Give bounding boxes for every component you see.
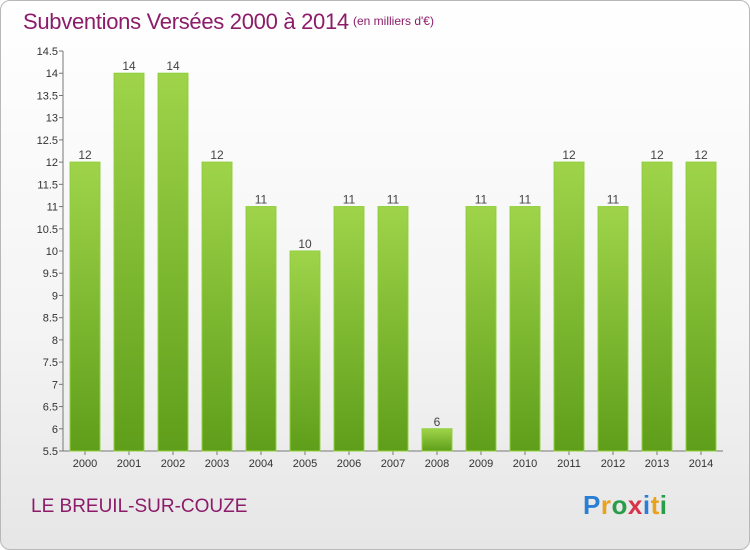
x-tick-label: 2005 — [293, 458, 317, 470]
value-label: 6 — [434, 415, 441, 429]
y-tick-label: 7 — [52, 379, 58, 391]
y-tick-label: 14 — [46, 68, 58, 80]
bar — [685, 161, 717, 452]
logo-letter: i — [642, 490, 651, 520]
bar — [69, 161, 101, 452]
logo-letter: P — [583, 490, 601, 520]
y-tick-label: 5.5 — [43, 446, 58, 458]
bar — [553, 161, 585, 452]
x-tick-label: 2006 — [337, 458, 361, 470]
x-tick-label: 2008 — [425, 458, 449, 470]
y-tick-label: 10 — [46, 246, 58, 258]
bar — [113, 72, 145, 452]
x-tick-label: 2001 — [117, 458, 141, 470]
x-tick-label: 2012 — [601, 458, 625, 470]
value-label: 12 — [650, 148, 664, 162]
bar — [465, 206, 497, 452]
value-label: 14 — [166, 59, 180, 73]
value-label: 11 — [343, 193, 356, 207]
logo-letter: t — [650, 490, 660, 520]
bar — [201, 161, 233, 452]
value-label: 12 — [210, 148, 224, 162]
x-tick-label: 2010 — [513, 458, 537, 470]
y-tick-label: 13 — [46, 113, 58, 125]
value-label: 12 — [78, 148, 92, 162]
y-tick-label: 8.5 — [43, 313, 58, 325]
logo-letter: x — [627, 490, 643, 520]
x-tick-label: 2011 — [557, 458, 581, 470]
bar — [421, 428, 453, 452]
proxiti-logo: Proxiti — [583, 490, 667, 521]
bar — [597, 206, 629, 452]
logo-letter: r — [600, 490, 612, 520]
y-tick-label: 8 — [52, 335, 58, 347]
y-tick-label: 11.5 — [37, 179, 58, 191]
bar — [641, 161, 673, 452]
x-tick-label: 2000 — [73, 458, 97, 470]
x-tick-label: 2014 — [689, 458, 713, 470]
commune-name: LE BREUIL-SUR-COUZE — [31, 496, 248, 517]
value-label: 11 — [255, 193, 268, 207]
x-axis: 2000 2001 2002 2003 2004 2005 2006 2007 2008 2009… — [63, 450, 723, 470]
x-tick-label: 2003 — [205, 458, 229, 470]
value-label: 11 — [519, 193, 532, 207]
bar — [289, 250, 321, 452]
y-tick-label: 13.5 — [37, 90, 58, 102]
y-tick-label: 9.5 — [43, 268, 58, 280]
value-label: 12 — [694, 148, 708, 162]
y-tick-label: 7.5 — [43, 357, 58, 369]
logo-letter: o — [611, 490, 628, 520]
bar — [245, 206, 277, 452]
x-tick-label: 2009 — [469, 458, 493, 470]
y-tick-label: 12.5 — [37, 135, 58, 147]
value-label: 10 — [298, 237, 312, 251]
chart-unit: (en milliers d'€) — [353, 14, 434, 28]
value-label: 12 — [562, 148, 576, 162]
x-tick-label: 2002 — [161, 458, 185, 470]
bars-group: 12 14 14 12 11 10 11 11 6 11 11 12 11 12 12 — [69, 59, 717, 452]
logo-letter: i — [659, 490, 668, 520]
chart-title: Subventions Versées 2000 à 2014 — [23, 9, 349, 34]
x-tick-label: 2007 — [381, 458, 405, 470]
y-tick-label: 11 — [47, 202, 58, 214]
value-label: 11 — [475, 193, 488, 207]
y-tick-label: 6.5 — [43, 402, 58, 414]
y-axis: 5.5 6 6.5 7 7.5 8 8.5 9 9.5 10 10.5 11 11.5 12 12.5 13 1… — [37, 46, 64, 458]
value-label: 11 — [387, 193, 400, 207]
value-label: 14 — [122, 59, 136, 73]
x-tick-label: 2004 — [249, 458, 273, 470]
bar — [509, 206, 541, 452]
y-tick-label: 9 — [52, 290, 58, 302]
y-tick-label: 6 — [52, 424, 58, 436]
y-tick-label: 10.5 — [37, 224, 58, 236]
bar — [157, 72, 189, 452]
value-label: 11 — [607, 193, 620, 207]
y-tick-label: 14.5 — [37, 46, 58, 58]
bar — [333, 206, 365, 452]
y-tick-label: 12 — [46, 157, 58, 169]
x-tick-label: 2013 — [645, 458, 669, 470]
bar — [377, 206, 409, 452]
